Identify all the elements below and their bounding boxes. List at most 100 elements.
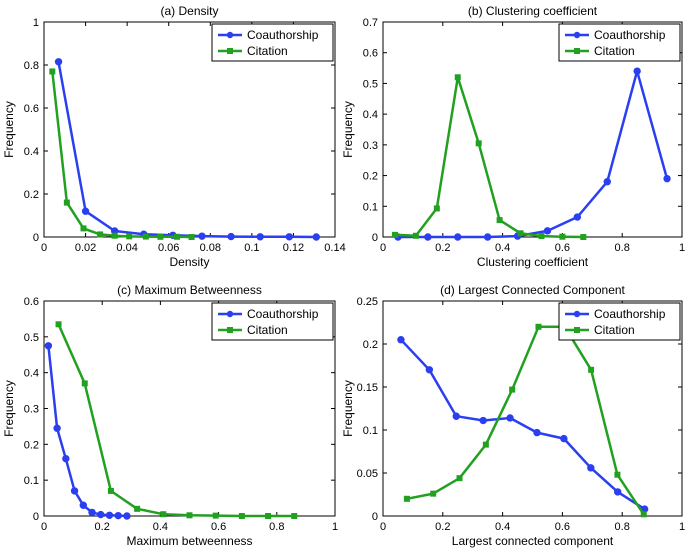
series-coauthorship xyxy=(397,336,649,513)
x-tick-label: 0 xyxy=(380,242,386,254)
data-point xyxy=(397,336,405,344)
y-tick-label: 0.2 xyxy=(363,339,378,351)
y-tick-label: 0.3 xyxy=(363,140,378,152)
y-tick-label: 0 xyxy=(33,511,39,523)
data-point xyxy=(227,232,235,241)
data-point xyxy=(454,74,461,81)
data-point xyxy=(614,488,622,496)
data-point xyxy=(265,513,272,519)
y-axis-label: Frequency xyxy=(2,101,16,158)
data-point xyxy=(425,366,434,374)
data-point xyxy=(256,233,264,241)
x-tick-label: 0.1 xyxy=(244,242,259,254)
data-point xyxy=(580,234,587,240)
data-point xyxy=(482,441,489,448)
data-point xyxy=(81,207,90,215)
x-tick-label: 0.14 xyxy=(324,242,345,254)
data-point xyxy=(49,68,56,75)
data-point xyxy=(44,342,53,350)
y-tick-label: 0.05 xyxy=(357,468,378,480)
data-point xyxy=(573,213,582,221)
x-tick-label: 1 xyxy=(332,521,338,533)
data-point xyxy=(105,511,114,519)
data-point xyxy=(496,217,503,224)
legend: Coauthorship Citation xyxy=(211,302,334,341)
legend-marker xyxy=(227,48,233,54)
series-citation xyxy=(49,68,195,240)
x-tick-label: 0 xyxy=(380,521,386,533)
legend: Coauthorship Citation xyxy=(558,23,681,62)
data-point xyxy=(174,233,181,240)
chart-title: (b) Clustering coefficient xyxy=(468,4,598,18)
data-point xyxy=(640,511,647,518)
y-tick-label: 0.4 xyxy=(363,109,378,121)
data-point xyxy=(560,434,568,443)
data-point xyxy=(54,58,63,66)
legend-label: Coauthorship xyxy=(594,28,666,42)
y-tick-label: 0 xyxy=(372,232,378,244)
data-point xyxy=(285,233,293,241)
series-coauthorship xyxy=(54,58,320,241)
x-tick-label: 0.4 xyxy=(153,521,168,533)
y-tick-label: 0.2 xyxy=(24,189,39,201)
legend-label: Citation xyxy=(594,44,635,58)
data-point xyxy=(160,511,167,518)
legend-marker xyxy=(227,327,233,333)
x-tick-label: 0.2 xyxy=(435,521,450,533)
y-tick-label: 0.5 xyxy=(363,78,378,90)
data-point xyxy=(79,501,87,509)
data-point xyxy=(107,487,114,494)
x-tick-label: 0.8 xyxy=(615,242,630,254)
y-tick-label: 1 xyxy=(33,17,39,29)
y-tick-label: 0.2 xyxy=(24,439,39,451)
y-tick-label: 0.6 xyxy=(24,296,39,308)
legend-marker xyxy=(574,327,580,333)
legend: Coauthorship Citation xyxy=(558,302,681,341)
y-tick-label: 0 xyxy=(33,232,39,244)
data-point xyxy=(403,495,410,502)
y-axis-label: Frequency xyxy=(341,101,355,158)
data-point xyxy=(452,412,460,420)
x-axis-label: Clustering coefficient xyxy=(477,255,589,269)
data-point xyxy=(603,178,611,186)
series-citation xyxy=(55,321,298,519)
data-point xyxy=(633,67,641,75)
chart-panel-4: 0 0.2 0.4 0.6 0.8 1 0 0.05 0.1 0.15 0.2 0.25 (d) Lar… xyxy=(341,283,685,548)
legend-label: Coauthorship xyxy=(247,28,319,42)
axes-frame xyxy=(382,21,683,238)
data-point xyxy=(188,234,195,240)
legend-label: Coauthorship xyxy=(594,307,666,321)
y-tick-label: 0.6 xyxy=(363,48,378,60)
data-point xyxy=(55,321,62,328)
data-point xyxy=(157,233,164,240)
legend-box xyxy=(558,302,681,341)
x-tick-label: 0 xyxy=(41,521,47,533)
series-coauthorship xyxy=(394,67,671,241)
data-point xyxy=(454,233,462,241)
y-axis-label: Frequency xyxy=(2,380,16,437)
y-tick-label: 0.6 xyxy=(24,103,39,115)
x-tick-label: 0.08 xyxy=(200,242,221,254)
data-point xyxy=(212,512,219,519)
x-tick-label: 0.6 xyxy=(211,521,226,533)
chart-title: (c) Maximum Betweenness xyxy=(117,283,262,297)
legend-marker xyxy=(574,48,580,54)
data-point xyxy=(70,487,79,495)
data-point xyxy=(506,414,514,422)
data-point xyxy=(312,233,320,241)
chart-panel-2: 0 0.2 0.4 0.6 0.8 1 0 0.1 0.2 0.3 0.4 0.5 0.6 0.7 (b) … xyxy=(341,4,685,269)
data-point xyxy=(424,233,432,241)
data-point xyxy=(535,323,542,330)
data-point xyxy=(509,386,516,393)
data-point xyxy=(483,233,492,241)
chart-title: (d) Largest Connected Component xyxy=(440,283,625,297)
x-tick-label: 1 xyxy=(679,242,685,254)
series-line xyxy=(51,71,192,239)
chart-title: (a) Density xyxy=(160,4,218,18)
x-tick-label: 1 xyxy=(679,521,685,533)
y-tick-label: 0.1 xyxy=(363,425,378,437)
legend-marker xyxy=(226,31,234,39)
y-tick-label: 0.8 xyxy=(24,60,39,72)
x-tick-label: 0.4 xyxy=(495,242,510,254)
